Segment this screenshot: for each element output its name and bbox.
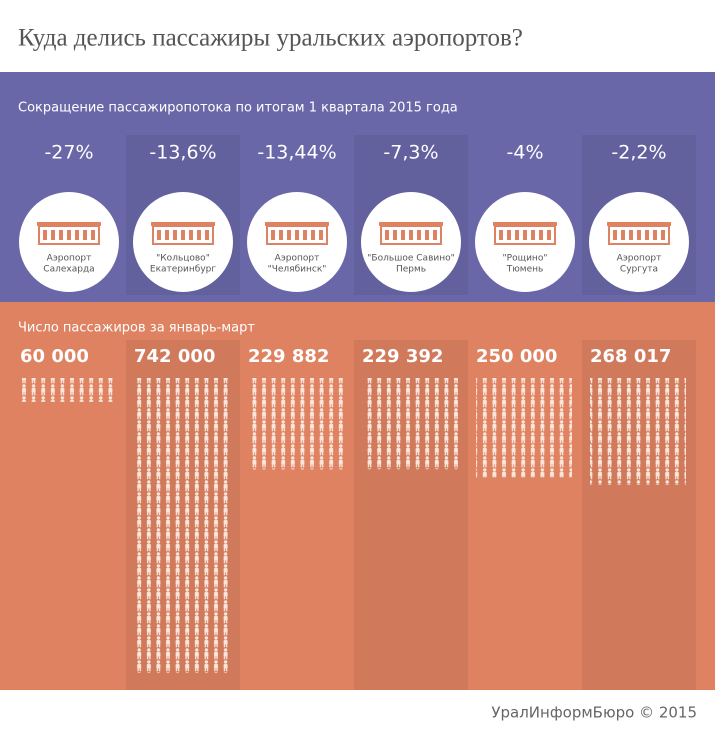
passenger-band: [0, 302, 715, 690]
building-window: [401, 230, 405, 240]
building-window: [385, 230, 389, 240]
building-window: [287, 230, 291, 240]
building-window: [319, 230, 323, 240]
building-window: [393, 230, 397, 240]
building-window: [157, 230, 161, 240]
airport-name: Аэропорт: [617, 254, 662, 264]
building-roof: [151, 222, 215, 226]
pictogram: [362, 378, 458, 470]
decline-label: -7,3%: [383, 142, 438, 164]
airport-circle: [19, 192, 119, 292]
airport-name: Салехарда: [43, 265, 94, 275]
airport-circle: [475, 192, 575, 292]
airport-name: Аэропорт: [275, 254, 320, 264]
decline-label: -4%: [507, 142, 544, 164]
building-window: [629, 230, 633, 240]
section-title: Число пассажиров за январь-март: [18, 321, 255, 336]
airport-name: "Челябинск": [268, 265, 327, 275]
building-window: [539, 230, 543, 240]
building-window: [409, 230, 413, 240]
pictogram: [476, 378, 572, 478]
building-window: [59, 230, 63, 240]
building-window: [311, 230, 315, 240]
decline-label: -13,6%: [149, 142, 216, 164]
decline-label: -2,2%: [611, 142, 666, 164]
passenger-label: 742 000: [134, 346, 215, 367]
airport-name: Сургута: [620, 265, 658, 275]
airport-name: Тюмень: [506, 265, 544, 275]
building-window: [507, 230, 511, 240]
passenger-label: 250 000: [476, 346, 557, 367]
building-roof: [379, 222, 443, 226]
airport-circle: [247, 192, 347, 292]
building-window: [523, 230, 527, 240]
building-roof: [493, 222, 557, 226]
airport-name: "Большое Савино": [367, 254, 455, 264]
passenger-label: 60 000: [20, 346, 89, 367]
building-window: [189, 230, 193, 240]
building-window: [295, 230, 299, 240]
chart-title: Куда делись пассажиры уральских аэропорт…: [18, 25, 523, 52]
building-window: [205, 230, 209, 240]
pictogram: [590, 378, 686, 485]
building-roof: [265, 222, 329, 226]
building-window: [43, 230, 47, 240]
building-roof: [607, 222, 671, 226]
building-window: [433, 230, 437, 240]
building-window: [621, 230, 625, 240]
airport-circle: [361, 192, 461, 292]
airport-name: Екатеринбург: [150, 265, 216, 275]
airport-circle: [589, 192, 689, 292]
building-window: [547, 230, 551, 240]
pictogram: [248, 378, 344, 470]
building-window: [51, 230, 55, 240]
building-window: [499, 230, 503, 240]
passenger-label: 229 392: [362, 346, 443, 367]
building-window: [637, 230, 641, 240]
passenger-label: 268 017: [590, 346, 671, 367]
building-window: [181, 230, 185, 240]
building-window: [197, 230, 201, 240]
building-window: [417, 230, 421, 240]
decline-label: -27%: [44, 142, 93, 164]
building-window: [271, 230, 275, 240]
airport-name: Пермь: [396, 265, 426, 275]
building-window: [83, 230, 87, 240]
building-roof: [37, 222, 101, 226]
building-window: [303, 230, 307, 240]
building-window: [165, 230, 169, 240]
building-window: [645, 230, 649, 240]
building-window: [515, 230, 519, 240]
airport-name: Аэропорт: [47, 254, 92, 264]
building-window: [91, 230, 95, 240]
building-window: [531, 230, 535, 240]
building-window: [425, 230, 429, 240]
building-window: [613, 230, 617, 240]
airport-name: "Рощино": [503, 254, 548, 264]
airport-circle: [133, 192, 233, 292]
building-window: [661, 230, 665, 240]
source: УралИнформБюро © 2015: [491, 704, 697, 722]
building-window: [653, 230, 657, 240]
decline-label: -13,44%: [257, 142, 336, 164]
building-window: [173, 230, 177, 240]
pictogram: [20, 378, 116, 402]
building-window: [279, 230, 283, 240]
section-title: Сокращение пассажиропотока по итогам 1 к…: [18, 101, 458, 116]
pictogram: [134, 378, 230, 673]
building-window: [67, 230, 71, 240]
passenger-label: 229 882: [248, 346, 329, 367]
airport-name: "Кольцово": [156, 254, 210, 264]
building-window: [75, 230, 79, 240]
